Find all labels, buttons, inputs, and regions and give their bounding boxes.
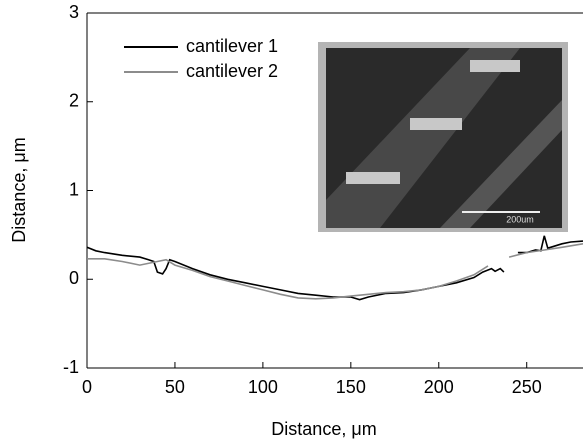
inset-image: 200um <box>318 42 568 232</box>
x-tick-label: 50 <box>165 377 185 397</box>
legend-label: cantilever 2 <box>186 61 278 81</box>
legend-label: cantilever 1 <box>186 36 278 56</box>
x-tick-label: 150 <box>336 377 366 397</box>
y-tick-label: -1 <box>63 357 79 377</box>
x-tick-label: 250 <box>512 377 542 397</box>
line-series <box>86 235 583 301</box>
y-axis-label: Distance, μm <box>9 137 29 242</box>
y-tick-label: 2 <box>69 91 79 111</box>
inset-cantilever <box>470 60 520 72</box>
x-axis-label: Distance, μm <box>271 419 376 439</box>
inset-structure <box>440 100 562 228</box>
inset-cantilever <box>346 172 400 184</box>
y-tick-label: 1 <box>69 179 79 199</box>
y-tick-label: 3 <box>69 2 79 22</box>
y-tick-label: 0 <box>69 268 79 288</box>
x-tick-label: 0 <box>82 377 92 397</box>
x-tick-label: 200 <box>424 377 454 397</box>
x-tick-label: 100 <box>248 377 278 397</box>
line-series <box>87 243 583 300</box>
inset-cantilever <box>410 118 462 130</box>
inset-scale-label: 200um <box>506 214 534 224</box>
